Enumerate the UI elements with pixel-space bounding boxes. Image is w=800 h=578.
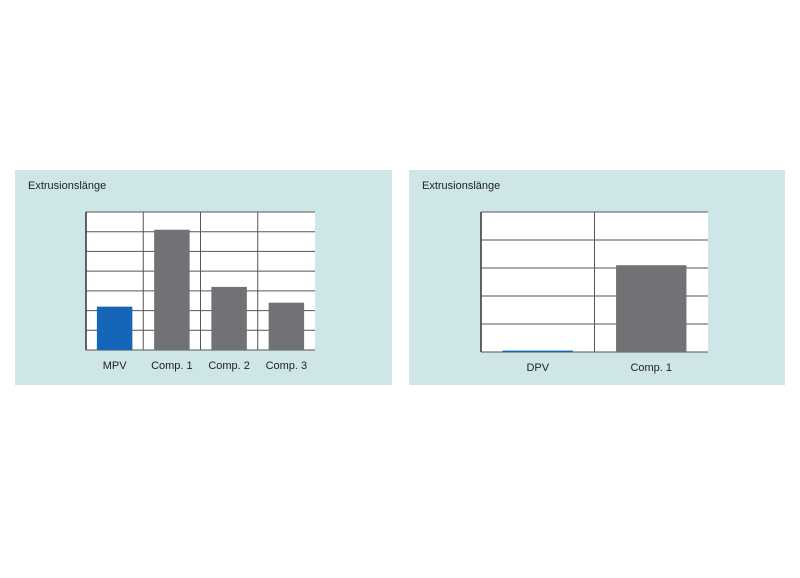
bar	[268, 302, 305, 350]
chart-title: Extrusionslänge	[422, 180, 500, 192]
bar	[96, 306, 133, 350]
x-tick-label: MPV	[103, 360, 128, 372]
bar	[211, 286, 247, 350]
x-tick-label: Comp. 2	[208, 360, 250, 372]
x-tick-label: Comp. 1	[151, 360, 193, 372]
bar	[502, 350, 573, 352]
x-tick-label: Comp. 3	[266, 360, 308, 372]
x-tick-label: Comp. 1	[630, 362, 672, 374]
chart-title: Extrusionslänge	[28, 180, 106, 192]
bar	[154, 229, 190, 350]
bar	[616, 265, 687, 352]
x-tick-label: DPV	[526, 362, 549, 374]
